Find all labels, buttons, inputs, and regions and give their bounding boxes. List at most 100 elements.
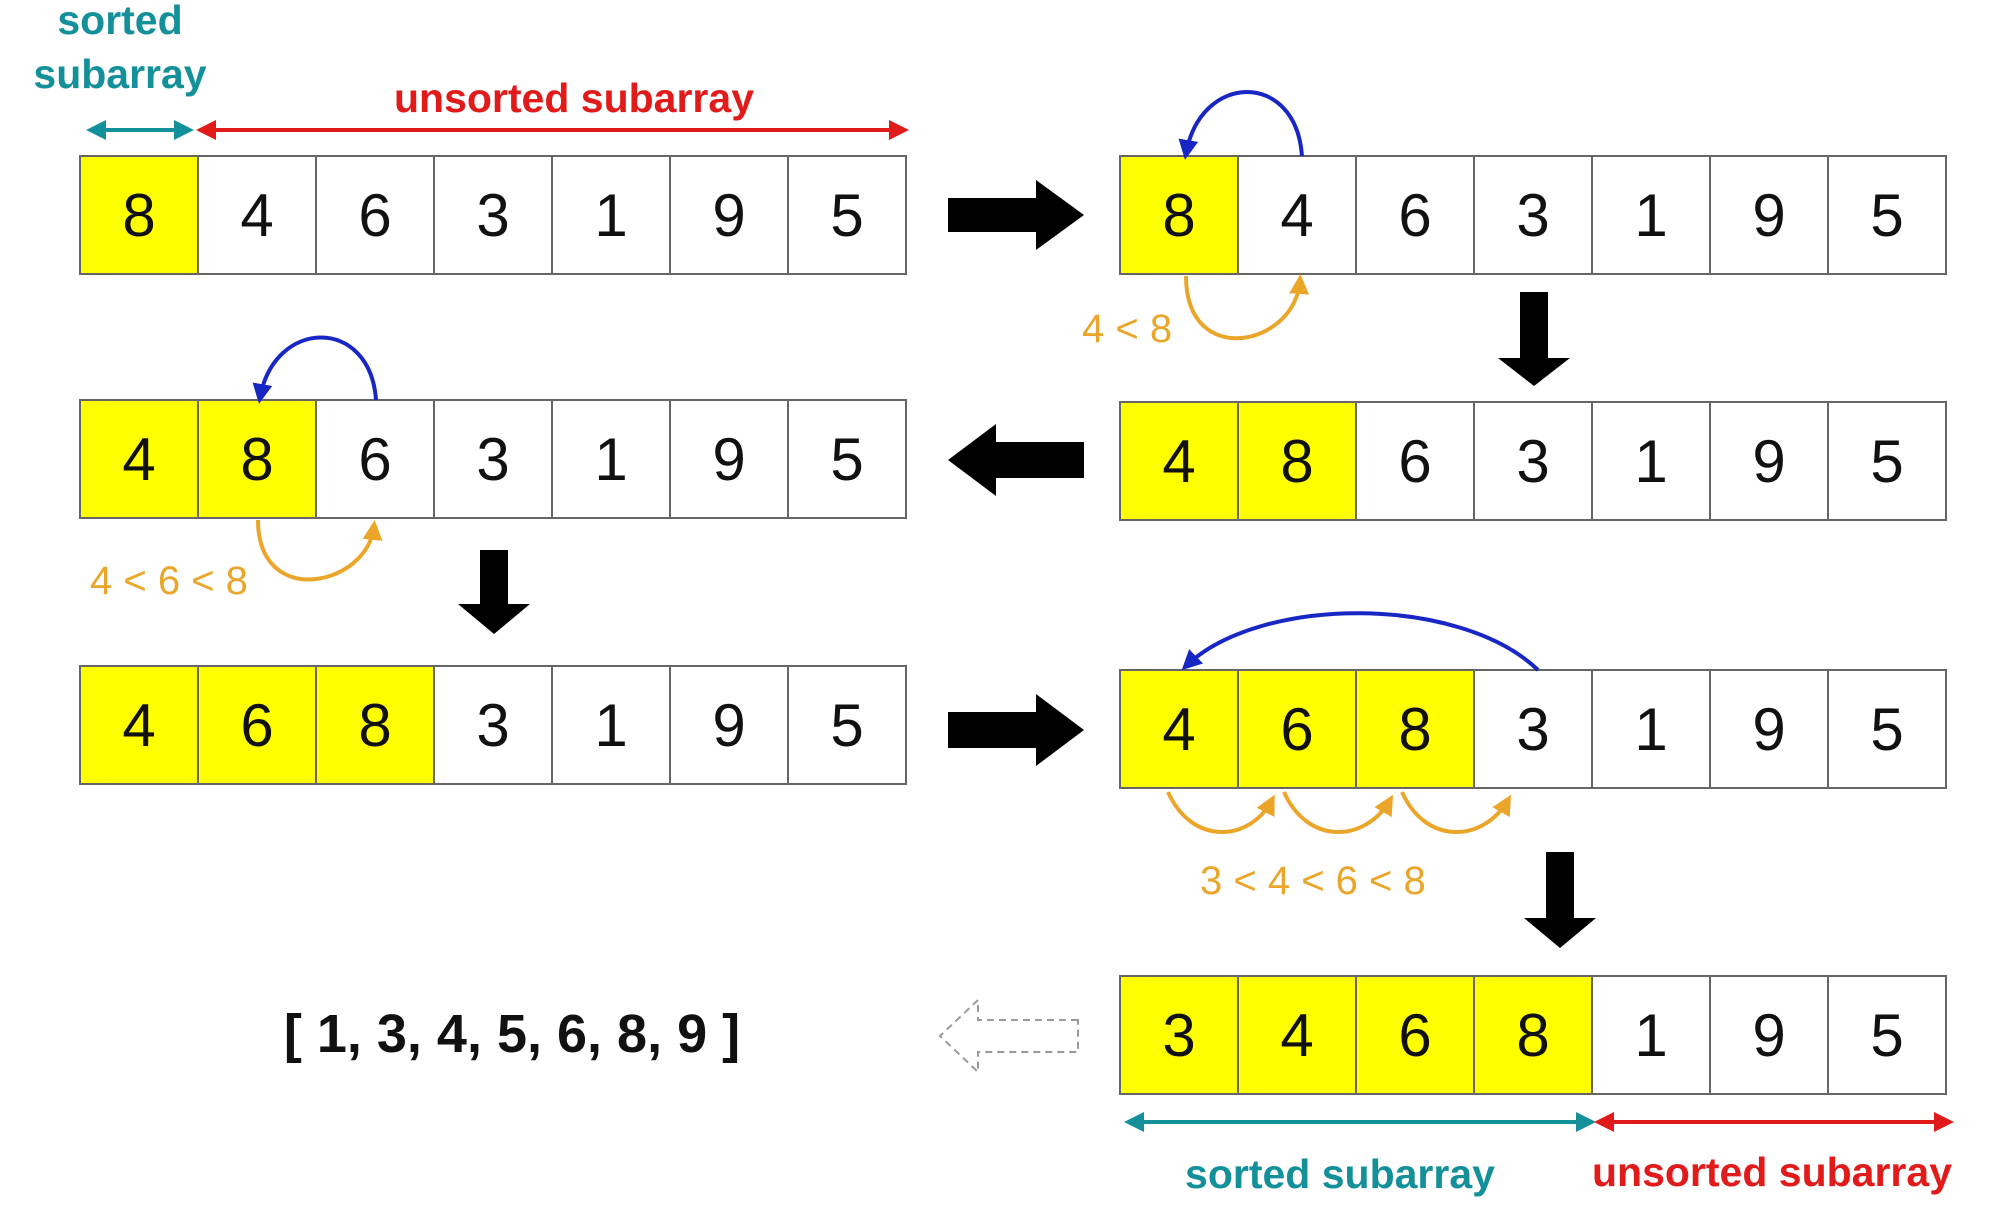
cell-value: 4 — [240, 182, 273, 249]
cell-value: 5 — [1870, 428, 1903, 495]
cell-value: 5 — [1870, 1002, 1903, 1069]
cell-value: 3 — [1162, 1002, 1195, 1069]
cell-value: 6 — [1398, 1002, 1431, 1069]
sorted-cell — [315, 665, 435, 785]
cell-value: 8 — [1398, 696, 1431, 763]
cell-value: 1 — [1634, 428, 1667, 495]
sorted-cell — [197, 665, 317, 785]
comparison-label-step-2: 4 < 6 < 8 — [90, 559, 248, 603]
compare-arrow-step-3b — [1282, 791, 1393, 834]
cell-value: 6 — [1398, 182, 1431, 249]
sorted-cell — [79, 399, 199, 519]
unsorted-cell — [315, 155, 435, 275]
unsorted-subarray-bottom-label: unsorted subarray — [1592, 1149, 1952, 1195]
cell-value: 5 — [1870, 696, 1903, 763]
compare-arrow-step-1 — [1184, 274, 1310, 341]
unsorted-cell — [1355, 155, 1475, 275]
move-arrow-step-1 — [1178, 90, 1304, 160]
unsorted-cell — [433, 665, 553, 785]
unsorted-cell — [1827, 155, 1947, 275]
unsorted-cell — [787, 155, 907, 275]
unsorted-cell — [1237, 155, 1357, 275]
cell-value: 6 — [1398, 428, 1431, 495]
move-arrow-step-3 — [1181, 611, 1540, 672]
cell-value: 9 — [1752, 182, 1785, 249]
sorted-cell — [1237, 401, 1357, 521]
array-step-6: 4 6 8 3 1 9 5 — [1119, 669, 1947, 789]
result-arrow-dashed — [938, 997, 1079, 1075]
flow-arrow-down-2 — [458, 550, 530, 634]
cell-value: 9 — [712, 426, 745, 493]
sorted-cell — [197, 399, 317, 519]
sorted-subarray-top-label-line2: subarray — [33, 51, 206, 97]
cell-value: 3 — [1516, 428, 1549, 495]
cell-value: 4 — [1280, 1002, 1313, 1069]
cell-value: 5 — [830, 426, 863, 493]
comparison-label-step-1: 4 < 8 — [1082, 307, 1172, 351]
cell-value: 4 — [1162, 696, 1195, 763]
array-step-5: 4 6 8 3 1 9 5 — [79, 665, 907, 785]
array-step-3: 4 8 6 3 1 9 5 — [79, 399, 907, 519]
unsorted-cell — [1591, 155, 1711, 275]
cell-value: 4 — [122, 692, 155, 759]
cell-value: 1 — [1634, 1002, 1667, 1069]
unsorted-cell — [1827, 401, 1947, 521]
cell-value: 6 — [358, 426, 391, 493]
unsorted-cell — [787, 665, 907, 785]
cell-value: 3 — [476, 426, 509, 493]
unsorted-cell — [1709, 975, 1829, 1095]
flow-arrow-left-1 — [948, 424, 1084, 496]
cell-value: 5 — [830, 182, 863, 249]
unsorted-cell — [787, 399, 907, 519]
cell-value: 9 — [1752, 1002, 1785, 1069]
unsorted-cell — [1709, 401, 1829, 521]
unsorted-cell — [1709, 669, 1829, 789]
unsorted-cell — [551, 665, 671, 785]
cell-value: 1 — [1634, 182, 1667, 249]
unsorted-cell — [1473, 669, 1593, 789]
array-step-4: 4 8 6 3 1 9 5 — [1119, 401, 1947, 521]
cell-value: 3 — [476, 182, 509, 249]
unsorted-cell — [669, 155, 789, 275]
sorted-result: [ 1, 3, 4, 5, 6, 8, 9 ] — [284, 1004, 740, 1064]
sorted-cell — [1473, 975, 1593, 1095]
cell-value: 1 — [594, 692, 627, 759]
cell-value: 5 — [1870, 182, 1903, 249]
cell-value: 1 — [1634, 696, 1667, 763]
array-step-1: 8 4 6 3 1 9 5 — [79, 155, 907, 275]
comparison-label-step-3: 3 < 4 < 6 < 8 — [1200, 859, 1426, 903]
unsorted-cell — [1591, 401, 1711, 521]
array-step-7: 3 4 6 8 1 9 5 — [1119, 975, 1947, 1095]
cell-value: 4 — [1162, 428, 1195, 495]
unsorted-cell — [1473, 155, 1593, 275]
cell-value: 3 — [1516, 182, 1549, 249]
cell-value: 4 — [122, 426, 155, 493]
sorted-cell — [1237, 975, 1357, 1095]
unsorted-cell — [669, 399, 789, 519]
sorted-cell — [1355, 669, 1475, 789]
cell-value: 5 — [830, 692, 863, 759]
cell-value: 8 — [1162, 182, 1195, 249]
cell-value: 6 — [358, 182, 391, 249]
cell-value: 6 — [240, 692, 273, 759]
cell-value: 8 — [240, 426, 273, 493]
compare-arrow-step-3c — [1400, 791, 1511, 834]
cell-value: 6 — [1280, 696, 1313, 763]
flow-arrow-right-2 — [948, 694, 1084, 766]
unsorted-cell — [1827, 669, 1947, 789]
flow-arrow-down-3 — [1524, 852, 1596, 948]
cell-value: 9 — [712, 182, 745, 249]
sorted-cell — [1119, 669, 1239, 789]
unsorted-cell — [433, 155, 553, 275]
sorted-cell — [79, 155, 199, 275]
cell-value: 3 — [1516, 696, 1549, 763]
unsorted-cell — [315, 399, 435, 519]
cell-value: 4 — [1280, 182, 1313, 249]
unsorted-cell — [1355, 401, 1475, 521]
cell-value: 9 — [1752, 696, 1785, 763]
compare-arrow-step-2 — [256, 519, 383, 582]
unsorted-cell — [1709, 155, 1829, 275]
unsorted-cell — [1827, 975, 1947, 1095]
cell-value: 8 — [1516, 1002, 1549, 1069]
